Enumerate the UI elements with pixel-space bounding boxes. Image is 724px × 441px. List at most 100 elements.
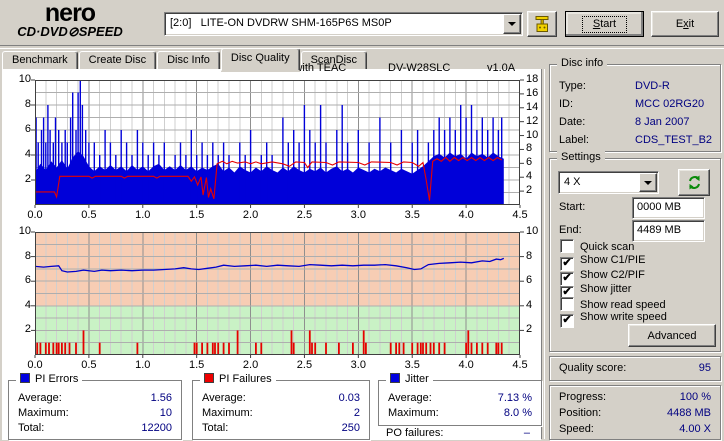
tick-label: 8 bbox=[24, 249, 31, 262]
stat-value: 250 bbox=[341, 422, 360, 434]
scan-speed-dropdown-button[interactable] bbox=[639, 173, 657, 192]
tick-label: 10 bbox=[526, 128, 539, 141]
tick-label: 0.0 bbox=[27, 209, 43, 221]
checkbox-box: ✔ bbox=[560, 286, 574, 300]
tick-label: 16 bbox=[526, 86, 539, 99]
pi-errors-statbox: PI Errors Average: 1.56 Maximum: 10 Total:… bbox=[8, 373, 182, 440]
start-button[interactable]: Start bbox=[565, 11, 644, 37]
logo-speed: SPEED bbox=[78, 24, 123, 39]
start-position-row: Start: bbox=[559, 200, 711, 214]
settings-box: Settings 4 X Start: 0000 MB End: 4489 MB… bbox=[549, 151, 721, 352]
tick-label: 4 bbox=[24, 148, 31, 160]
jitter-color-swatch bbox=[390, 373, 400, 383]
pi-failures-color-swatch bbox=[204, 373, 214, 383]
disc-info-value: MCC 02RG20 bbox=[635, 98, 705, 110]
detonator-button[interactable] bbox=[527, 11, 557, 37]
pi-errors-title: PI Errors bbox=[35, 373, 79, 385]
quality-score-row: Quality score: 95 bbox=[559, 361, 711, 375]
tab-benchmark[interactable]: Benchmark bbox=[2, 51, 78, 71]
tick-label: 0.5 bbox=[81, 359, 97, 371]
jitter-statbox: Jitter Average: 7.13 % Maximum: 8.0 % bbox=[378, 373, 542, 426]
end-position-field[interactable]: 4489 MB bbox=[632, 220, 705, 242]
start-accel: S bbox=[592, 17, 601, 30]
jitter-title: Jitter bbox=[405, 373, 429, 385]
tick-label: 1.5 bbox=[189, 359, 205, 371]
speed-value: 4.00 X bbox=[679, 423, 711, 435]
checkbox-label: Show C2/PIF bbox=[580, 269, 645, 281]
tick-label: 4.5 bbox=[512, 359, 528, 371]
tab-create-disc[interactable]: Create Disc bbox=[78, 51, 157, 71]
panel-divider bbox=[541, 69, 545, 439]
advanced-button[interactable]: Advanced bbox=[628, 324, 716, 347]
start-position-field[interactable]: 0000 MB bbox=[632, 197, 705, 219]
quality-score-box: Quality score: 95 bbox=[549, 356, 721, 381]
stat-value: 8.0 % bbox=[503, 407, 532, 419]
scan-speed-value: 4 X bbox=[564, 176, 581, 188]
tick-label: 6 bbox=[526, 156, 533, 169]
tick-label: 8 bbox=[24, 98, 31, 110]
progress-row: Progress: 100 % bbox=[559, 390, 711, 404]
exit-button-label: Exit bbox=[676, 18, 694, 30]
stat-row: Total: 12200 bbox=[18, 421, 172, 435]
disc-info-row: Date: 8 Jan 2007 bbox=[559, 115, 711, 129]
checkbox-quick-scan[interactable]: Quick scan bbox=[560, 239, 634, 253]
tick-label: 0.0 bbox=[27, 359, 43, 371]
checkbox-show-read-speed[interactable]: Show read speed bbox=[560, 297, 666, 311]
checkbox-show-write-speed[interactable]: ✔ Show write speed bbox=[560, 311, 667, 328]
tab-disc-info[interactable]: Disc Info bbox=[157, 51, 220, 71]
stat-label: Maximum: bbox=[202, 407, 253, 419]
exit-accel: x bbox=[683, 18, 689, 30]
quality-score-label: Quality score: bbox=[559, 362, 627, 374]
stat-row: Total: 250 bbox=[202, 421, 360, 435]
tab-scandisc[interactable]: ScanDisc bbox=[300, 51, 368, 71]
tick-label: 8 bbox=[526, 249, 533, 262]
checkbox-label: Show read speed bbox=[580, 299, 666, 311]
stat-label: Average: bbox=[388, 392, 432, 404]
tick-label: 1.0 bbox=[135, 359, 151, 371]
tick-label: 14 bbox=[526, 100, 539, 113]
tick-label: 3.5 bbox=[404, 359, 420, 371]
disc-info-row: Label: CDS_TEST_B2 bbox=[559, 133, 713, 147]
disc-info-label: ID: bbox=[559, 98, 574, 110]
jitter-plot bbox=[31, 231, 524, 358]
settings-title: Settings bbox=[557, 151, 605, 164]
tick-label: 8 bbox=[526, 142, 533, 155]
drive-select[interactable]: [2:0] LITE-ON DVDRW SHM-165P6S MS0P bbox=[164, 12, 523, 36]
position-label: Position: bbox=[559, 407, 602, 419]
stat-label: Total: bbox=[202, 422, 229, 434]
tab-disc-quality[interactable]: Disc Quality bbox=[220, 48, 300, 71]
exit-pre: E bbox=[675, 18, 684, 30]
tick-label: 2.5 bbox=[296, 359, 313, 371]
checkbox-show-jitter[interactable]: ✔ Show jitter bbox=[560, 283, 631, 300]
tick-label: 10 bbox=[526, 225, 539, 237]
tick-label: 4.5 bbox=[512, 209, 528, 221]
stat-label: Average: bbox=[202, 392, 246, 404]
tick-label: 4 bbox=[526, 298, 533, 311]
tick-label: 1.5 bbox=[189, 209, 205, 221]
checkbox-show-c2-pif[interactable]: ✔ Show C2/PIF bbox=[560, 269, 645, 286]
stat-row: Maximum: 10 bbox=[18, 406, 172, 420]
pi-failures-statbox: PI Failures Average: 0.03 Maximum: 2 Total… bbox=[192, 373, 370, 440]
start-rest: tart bbox=[600, 17, 617, 30]
exit-button[interactable]: Exit bbox=[651, 11, 719, 37]
position-row: Position: 4488 MB bbox=[559, 406, 711, 420]
drive-select-value: [2:0] LITE-ON DVDRW SHM-165P6S MS0P bbox=[170, 17, 392, 29]
stat-value: 12200 bbox=[141, 422, 172, 434]
stat-value: 0.03 bbox=[338, 392, 360, 404]
disc-info-row: Type: DVD-R bbox=[559, 79, 711, 93]
tick-label: 18 bbox=[526, 73, 539, 85]
tick-label: 10 bbox=[18, 73, 31, 85]
disc-icon: ⊘ bbox=[67, 24, 79, 39]
disc-info-value: CDS_TEST_B2 bbox=[635, 134, 713, 146]
scan-speed-select[interactable]: 4 X bbox=[558, 171, 659, 194]
tick-label: 2.0 bbox=[242, 209, 259, 221]
recorder-firmware-text: v1.0A bbox=[487, 62, 516, 74]
quality-score-value: 95 bbox=[698, 362, 711, 374]
drive-select-dropdown-button[interactable] bbox=[503, 14, 521, 34]
refresh-button[interactable] bbox=[678, 169, 710, 196]
disc-info-label: Date: bbox=[559, 116, 586, 128]
disc-info-value: 8 Jan 2007 bbox=[635, 116, 690, 128]
tick-label: 0.5 bbox=[81, 209, 97, 221]
position-value: 4488 MB bbox=[666, 407, 711, 419]
checkbox-show-c1-pie[interactable]: ✔ Show C1/PIE bbox=[560, 254, 645, 271]
